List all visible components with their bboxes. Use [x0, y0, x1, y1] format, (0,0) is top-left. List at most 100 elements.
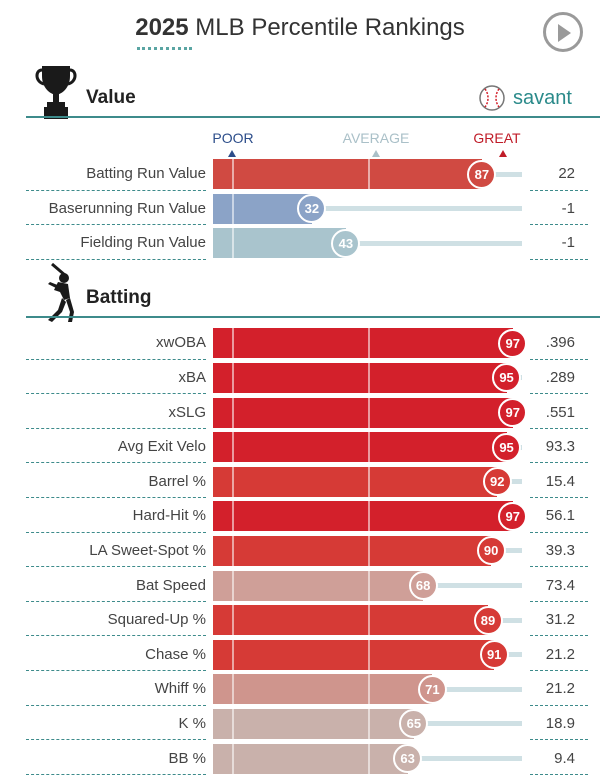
metric-label: Fielding Run Value: [80, 234, 206, 252]
bar-gridline: [231, 674, 234, 705]
row-divider: [530, 393, 588, 395]
metric-value: 9.4: [554, 749, 575, 767]
bar-gridline: [367, 674, 370, 705]
bar-gridline: [367, 501, 370, 532]
row-divider: [26, 189, 206, 191]
bar-gridline: [231, 362, 234, 393]
row-divider: [26, 462, 206, 464]
title-year: 2025: [135, 14, 189, 41]
batter-icon: [48, 262, 74, 322]
percentile-circle[interactable]: 97: [498, 501, 528, 531]
percentile-circle[interactable]: 32: [297, 194, 327, 224]
percentile-track: [213, 206, 522, 212]
value-section-title: Value: [86, 87, 136, 108]
bar-gridline: [231, 328, 234, 359]
metric-label: LA Sweet-Spot %: [89, 541, 206, 559]
row-divider: [530, 224, 588, 225]
row-divider: [26, 224, 206, 225]
bar-gridline: [231, 466, 234, 497]
row-divider: [26, 497, 206, 498]
metric-value: 56.1: [545, 507, 575, 525]
metric-value: .289: [545, 368, 575, 386]
great-marker: [499, 150, 507, 157]
scale-poor-label: POOR: [212, 130, 254, 146]
percentile-circle[interactable]: 89: [473, 605, 503, 635]
row-divider: [530, 566, 588, 568]
row-divider: [530, 704, 588, 706]
bar-gridline: [231, 228, 234, 259]
savant-logo[interactable]: savant: [513, 87, 572, 109]
row-divider: [26, 635, 206, 637]
row-divider: [530, 358, 588, 360]
percentile-bar: [213, 743, 408, 774]
percentile-circle[interactable]: 63: [393, 744, 423, 773]
percentile-circle[interactable]: 71: [417, 674, 447, 704]
bar-gridline: [367, 397, 370, 428]
bar-gridline: [367, 159, 370, 190]
row-divider: [530, 427, 588, 429]
metric-value: 93.3: [545, 438, 575, 456]
batting-section-rule: [26, 316, 600, 318]
percentile-circle[interactable]: 43: [331, 228, 361, 258]
percentile-circle[interactable]: 90: [476, 536, 506, 566]
play-icon: [558, 24, 571, 42]
percentile-circle[interactable]: 87: [467, 159, 497, 189]
page-title: 2025 MLB Percentile Rankings: [0, 14, 600, 42]
metric-label: xBA: [178, 368, 206, 386]
metric-value: 21.2: [545, 645, 575, 663]
row-divider: [26, 739, 206, 741]
percentile-bar: [213, 362, 507, 393]
percentile-bar: [213, 328, 513, 359]
metric-value: .551: [545, 403, 575, 421]
percentile-bar: [213, 501, 513, 532]
bar-gridline: [367, 570, 370, 601]
bar-gridline: [231, 397, 234, 428]
percentile-circle[interactable]: 97: [498, 398, 528, 427]
bar-gridline: [231, 570, 234, 601]
metric-label: Hard-Hit %: [132, 507, 206, 525]
metric-value: 21.2: [545, 680, 575, 698]
percentile-bar: [213, 605, 488, 636]
bar-gridline: [367, 708, 370, 739]
metric-label: Bat Speed: [135, 576, 206, 594]
bar-gridline: [231, 743, 234, 774]
row-divider: [530, 462, 588, 464]
bar-gridline: [367, 743, 370, 774]
row-divider: [26, 393, 206, 395]
metric-label: K %: [178, 714, 206, 732]
row-divider: [26, 773, 206, 775]
percentile-circle[interactable]: 65: [399, 709, 429, 739]
percentile-circle[interactable]: 92: [482, 467, 512, 497]
bar-gridline: [367, 362, 370, 393]
bar-gridline: [231, 193, 234, 224]
row-divider: [530, 258, 588, 260]
percentile-circle[interactable]: 95: [492, 363, 522, 393]
percentile-bar: [213, 570, 424, 601]
row-divider: [530, 773, 588, 775]
percentile-circle[interactable]: 68: [408, 571, 438, 600]
percentile-bar: [213, 228, 346, 259]
metric-label: BB %: [168, 749, 206, 767]
value-section-rule: [26, 116, 600, 118]
percentile-bar: [213, 535, 492, 566]
row-divider: [530, 670, 588, 671]
metric-label: Whiff %: [154, 680, 206, 698]
play-button[interactable]: [543, 12, 583, 52]
title-underline: [137, 47, 192, 50]
metric-label: Squared-Up %: [107, 611, 206, 629]
bar-gridline: [231, 708, 234, 739]
row-divider: [530, 635, 588, 637]
row-divider: [26, 358, 206, 360]
percentile-circle[interactable]: 91: [479, 640, 509, 670]
row-divider: [26, 531, 206, 533]
metric-label: xwOBA: [155, 334, 206, 352]
percentile-bar: [213, 193, 312, 224]
row-divider: [26, 670, 206, 671]
percentile-circle[interactable]: 95: [492, 432, 522, 462]
metric-label: Baserunning Run Value: [48, 199, 206, 217]
batting-section-title: Batting: [86, 287, 152, 308]
percentile-circle[interactable]: 97: [498, 328, 528, 358]
metric-value: 15.4: [545, 472, 575, 490]
bar-gridline: [231, 535, 234, 566]
row-divider: [530, 531, 588, 533]
